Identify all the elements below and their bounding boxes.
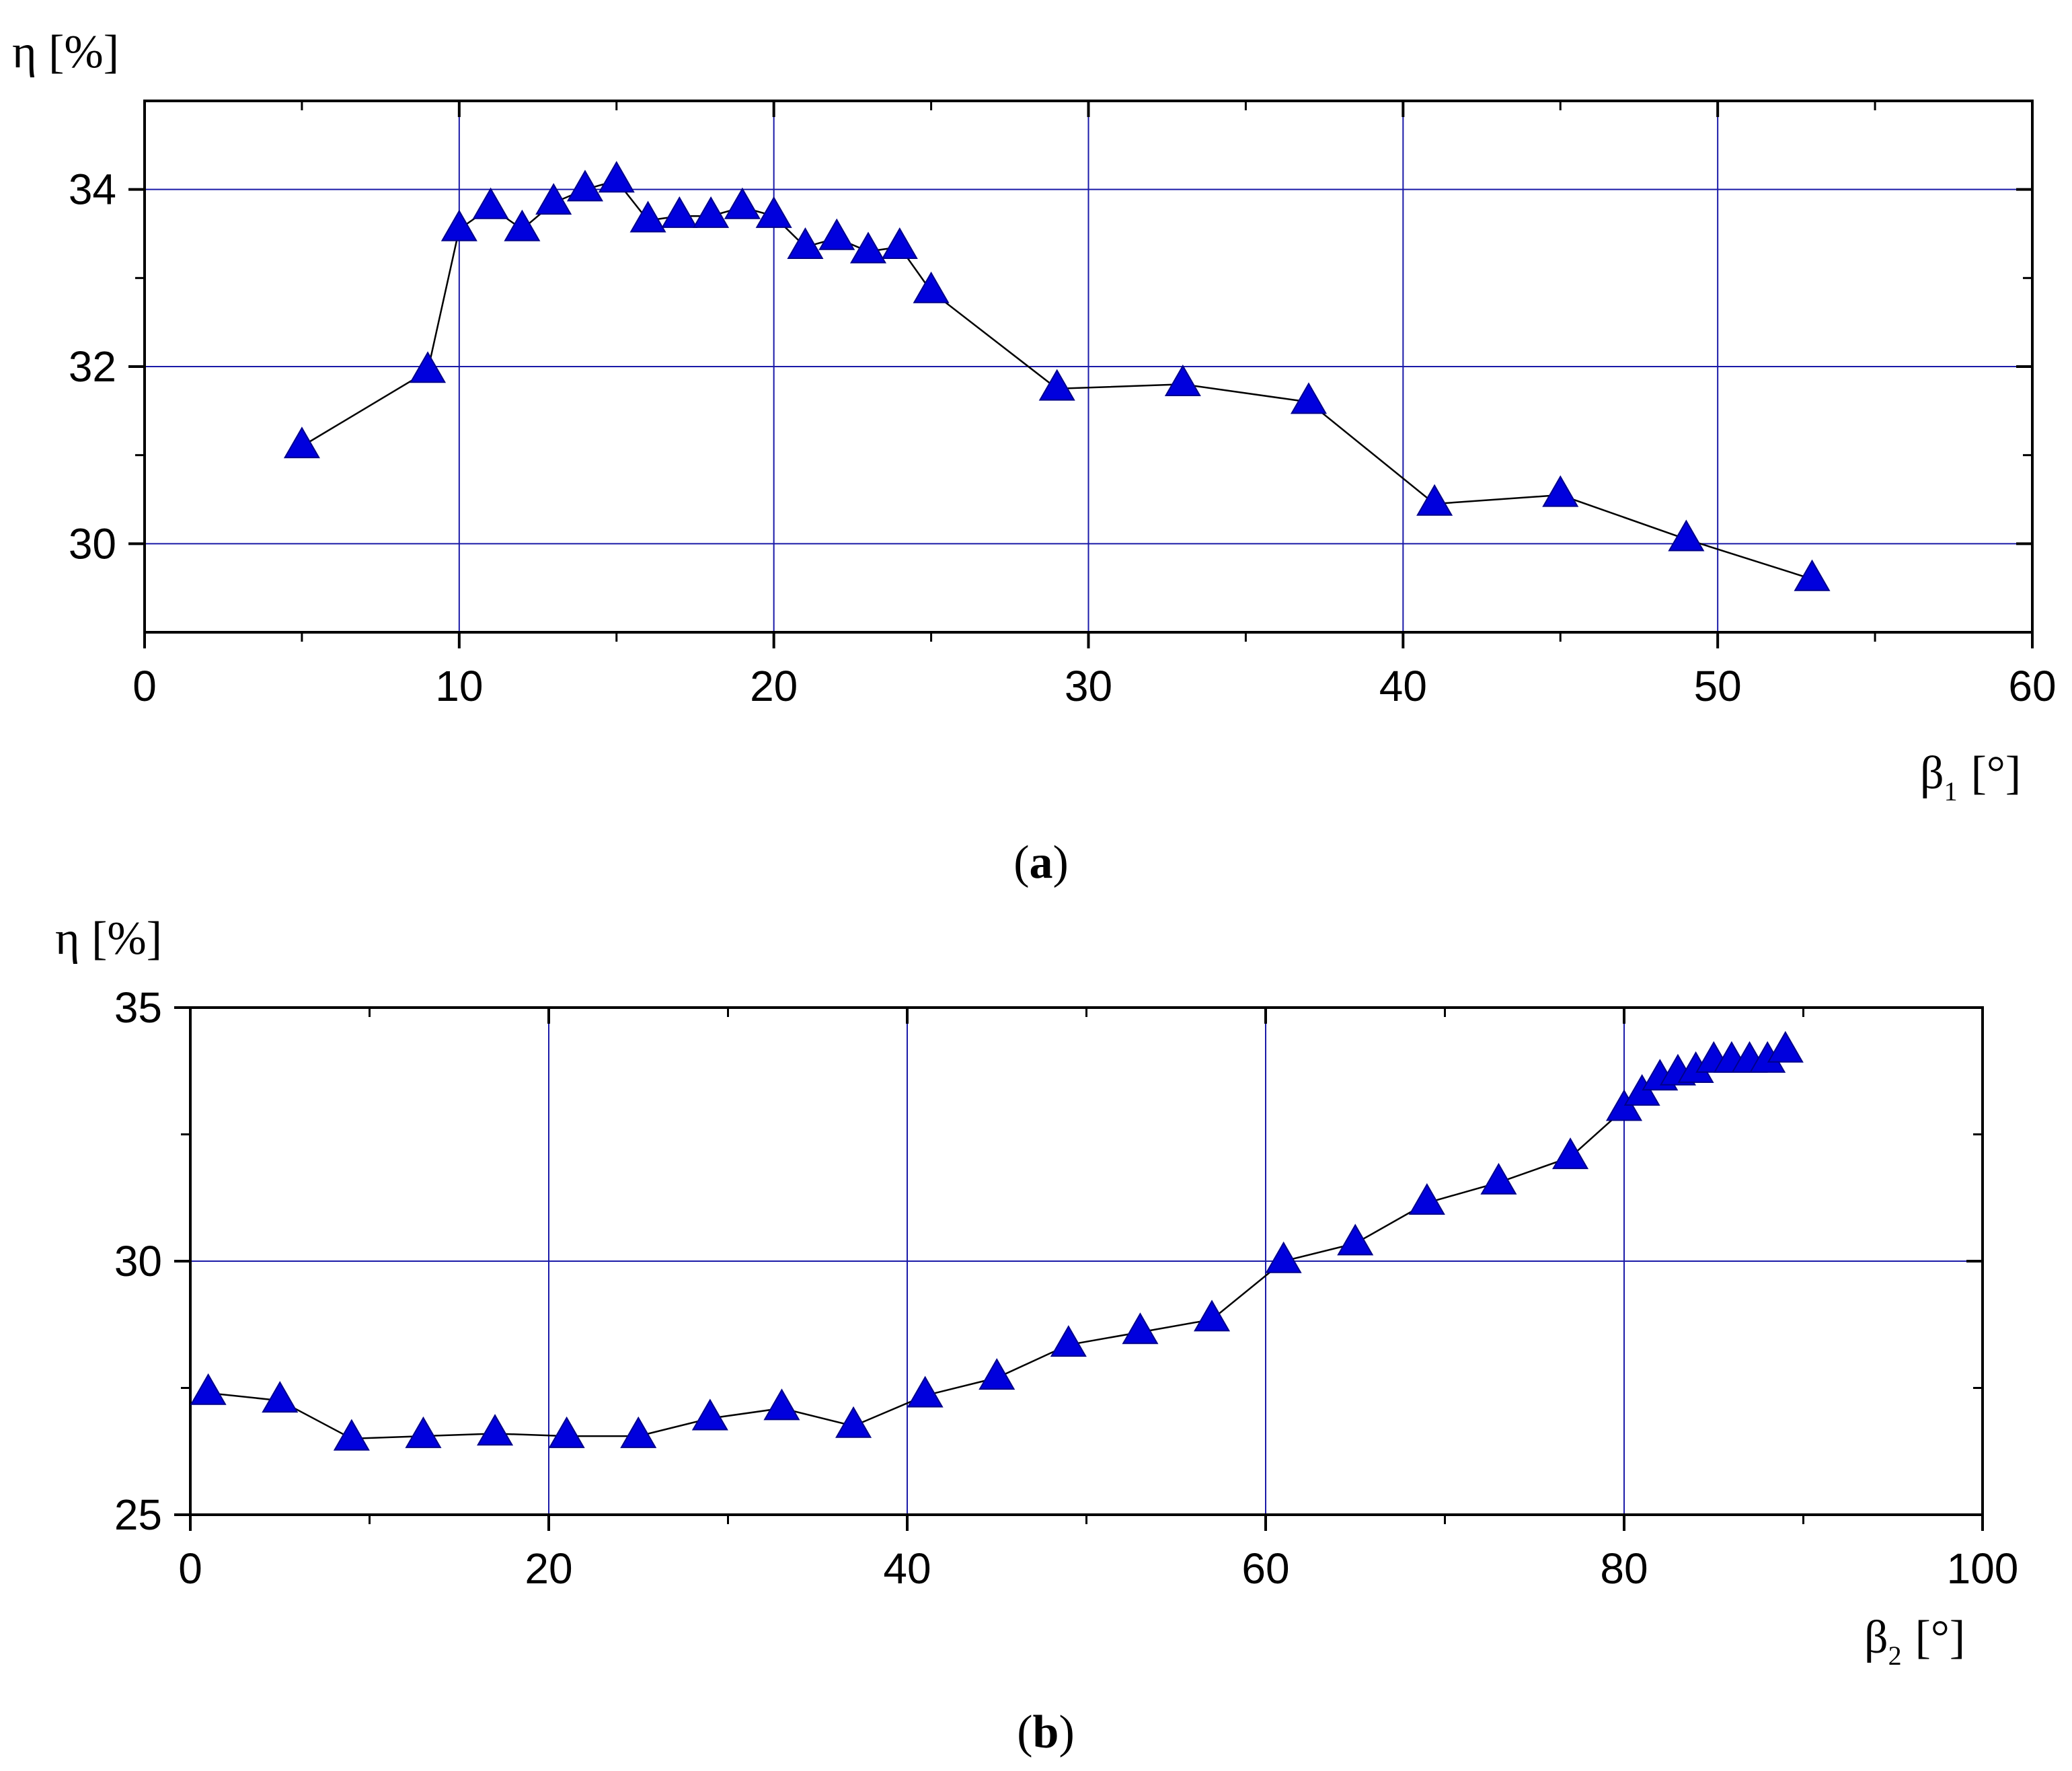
x-tick-label: 50	[1694, 662, 1742, 710]
y-tick-label: 25	[114, 1491, 162, 1539]
data-point-marker	[724, 187, 761, 219]
x-axis-label-unit: [°]	[1915, 1612, 1966, 1663]
x-tick-label: 40	[883, 1544, 931, 1593]
data-point-marker	[535, 183, 572, 215]
data-point-marker	[881, 227, 918, 259]
y-tick-labels: 25 30 35	[114, 983, 162, 1539]
data-point-marker	[440, 209, 477, 241]
data-point-marker	[818, 218, 855, 250]
data-point-marker	[1337, 1223, 1374, 1256]
data-point-marker	[1552, 1137, 1589, 1170]
x-tick-label: 100	[1947, 1544, 2019, 1593]
x-tick-label: 80	[1600, 1544, 1648, 1593]
plot-frame	[143, 100, 2034, 634]
x-tick-label: 0	[132, 662, 157, 710]
x-tick-label: 60	[1241, 1544, 1289, 1593]
x-tick-label: 10	[435, 662, 483, 710]
data-point-marker	[755, 196, 792, 228]
y-tick-label: 32	[69, 342, 116, 391]
data-series	[283, 161, 1831, 591]
data-point-marker	[907, 1376, 944, 1408]
panel-label-a: (a)	[1013, 837, 1069, 889]
data-point-marker	[283, 426, 320, 459]
data-point-marker	[504, 209, 541, 241]
y-axis-label: η [%]	[55, 913, 162, 965]
y-tick-label: 30	[114, 1237, 162, 1285]
x-tick-label: 0	[178, 1544, 202, 1593]
x-tick-labels: 0 20 40 60 80 100	[178, 1544, 2018, 1593]
grid-lines	[145, 101, 2032, 632]
panel-label-b: (b)	[1017, 1706, 1075, 1758]
data-point-marker	[598, 161, 635, 193]
x-tick-labels: 0 10 20 30 40 50 60	[132, 662, 2056, 710]
data-point-marker	[1794, 559, 1831, 591]
data-point-marker	[1480, 1162, 1517, 1195]
data-point-marker	[1290, 382, 1328, 414]
x-tick-label: 20	[750, 662, 798, 710]
data-point-marker	[1038, 369, 1075, 401]
x-tick-label: 30	[1065, 662, 1112, 710]
x-tick-label: 20	[525, 1544, 572, 1593]
data-point-marker	[1408, 1183, 1445, 1215]
y-tick-label: 34	[69, 165, 116, 214]
chart-panel-a: 0 10 20 30 40 50 60 30 32 34 η [%] β1 [°] (a)	[12, 26, 2057, 889]
grid-lines	[190, 1008, 1983, 1515]
data-point-marker	[787, 227, 824, 259]
x-axis-label-subscript: 1	[1944, 776, 1958, 806]
x-axis-label-subscript: 2	[1888, 1641, 1902, 1671]
major-ticks	[128, 101, 2034, 648]
data-point-marker	[333, 1419, 370, 1451]
data-point-marker	[1050, 1325, 1087, 1357]
data-point-marker	[691, 1398, 728, 1431]
data-point-marker	[405, 1416, 442, 1448]
data-point-marker	[548, 1416, 585, 1448]
data-point-marker	[620, 1416, 657, 1448]
data-point-marker	[190, 1373, 227, 1405]
y-axis-label: η [%]	[12, 26, 119, 78]
data-point-marker	[1542, 475, 1579, 507]
y-tick-label: 30	[69, 519, 116, 568]
plot-frame	[189, 1006, 1984, 1516]
data-point-marker	[661, 196, 698, 228]
data-point-marker	[1668, 519, 1705, 552]
data-point-marker	[629, 200, 666, 233]
data-point-marker	[693, 196, 730, 228]
minor-ticks	[181, 1008, 1983, 1524]
panel-label-b-letter: b	[1033, 1706, 1059, 1758]
data-point-marker	[1164, 365, 1201, 397]
data-point-marker	[566, 169, 603, 202]
major-ticks	[174, 1006, 1984, 1531]
data-point-marker	[1265, 1241, 1302, 1273]
data-point-marker	[835, 1406, 872, 1438]
data-point-marker	[472, 187, 509, 219]
x-tick-label: 60	[2008, 662, 2056, 710]
data-point-marker	[262, 1381, 299, 1413]
panel-label-a-letter: a	[1030, 837, 1053, 889]
x-axis-label: β1 [°]	[1920, 747, 2021, 806]
data-point-marker	[1122, 1312, 1159, 1345]
data-point-marker	[477, 1414, 514, 1446]
data-point-marker	[763, 1388, 800, 1421]
y-tick-label: 35	[114, 983, 162, 1032]
x-axis-label-symbol: β	[1920, 747, 1944, 799]
data-point-marker	[979, 1358, 1015, 1390]
data-point-marker	[410, 351, 447, 383]
data-point-marker	[1416, 484, 1453, 516]
x-axis-label-symbol: β	[1864, 1612, 1888, 1663]
x-tick-label: 40	[1379, 662, 1427, 710]
data-point-marker	[1767, 1030, 1804, 1063]
data-point-marker	[913, 271, 950, 303]
data-series	[190, 1030, 1804, 1451]
x-axis-label: β2 [°]	[1864, 1612, 1965, 1671]
data-point-marker	[1194, 1299, 1231, 1332]
data-point-marker	[849, 231, 887, 264]
y-tick-labels: 30 32 34	[69, 165, 116, 568]
x-axis-label-unit: [°]	[1971, 747, 2022, 799]
chart-panel-b: 0 20 40 60 80 100 25 30 35 η [%] β2 [°] (b)	[55, 913, 2018, 1758]
minor-ticks	[135, 101, 2032, 642]
